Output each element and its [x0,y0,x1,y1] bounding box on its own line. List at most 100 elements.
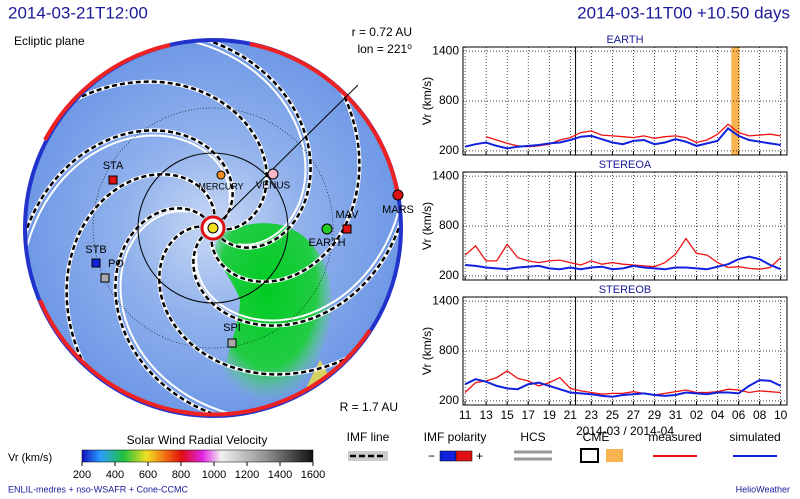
panel-frame [462,46,788,156]
x-tick-label: 21 [564,408,578,422]
series-line [464,370,781,396]
legend-label: measured [648,430,701,444]
x-tick-label: 31 [669,408,683,422]
body-label: VENUS [256,181,291,192]
earth-orbit [137,152,289,304]
series-line [464,127,781,150]
colorbar-tick-label: 800 [172,469,190,481]
imf-line [25,129,234,263]
legend-label: + [476,449,483,463]
left-title: 2014-03-21T12:00 [8,3,148,22]
x-tick-label: 02 [690,408,704,422]
body-label: SPI [223,322,241,334]
colorbar-tick-label: 600 [139,469,157,481]
legend-label: − [428,449,435,463]
legend-label: HCS [520,430,545,444]
hcs-line [119,210,264,416]
po [100,273,110,283]
colorbar-title: Solar Wind Radial Velocity [127,433,268,447]
x-tick-label: 06 [732,408,746,422]
colorbar-tick-label: 1400 [268,469,292,481]
y-tick-label: 200 [439,143,459,157]
body-label: MAV [335,209,359,221]
x-tick-label: 19 [543,408,557,422]
sta [108,175,118,185]
body-label: STB [85,244,106,256]
body-label: PO [108,258,124,270]
y-axis-label: Vr (km/s) [420,77,434,125]
panel-title: STEREOA [599,159,652,171]
x-tick-label: 08 [753,408,767,422]
footer-left: ENLIL-medres + nso-WSAFR + Cone-CCMC [8,484,189,494]
earth [321,223,333,235]
legend-label: simulated [729,430,780,444]
polar-plot: MERCURY VENUS EARTH MARS STA STB PO SPI … [23,38,414,418]
legend-swatch [439,450,457,462]
plane-label: Ecliptic plane [14,34,85,48]
hcs-line [25,134,231,279]
x-tick-label: 10 [774,408,788,422]
earth-direction [212,84,359,229]
colorbar-tick-label: 1200 [235,469,259,481]
y-tick-label: 1400 [432,168,459,182]
legend-label: IMF polarity [424,430,487,444]
x-tick-label: 27 [627,408,641,422]
cme-band [731,47,740,155]
colorbar-tick-label: 1000 [202,469,226,481]
series-line [464,237,782,270]
mercury [216,170,226,180]
x-tick-label: 11 [459,408,472,422]
y-tick-label: 800 [439,93,459,107]
mars [392,189,404,201]
y-tick-label: 800 [439,218,459,232]
imf-line [50,80,269,231]
legend: IMF line IMF polarity − + HCS CME [347,430,623,463]
venus [267,168,279,180]
lon-info: lon = 221⁰ [357,42,412,56]
polarity-arc [38,299,372,417]
legend-swatch [580,448,599,463]
colorbar-tick-label: 200 [73,469,91,481]
spi [227,338,237,348]
colorbar-label: Vr (km/s) [8,452,52,464]
y-tick-label: 1400 [432,293,459,307]
legend-swatch [455,450,473,462]
y-tick-label: 1400 [432,43,459,57]
radius-info: r = 0.72 AU [352,25,412,39]
x-axis-label: 2014-03 / 2014-04 [576,424,674,438]
mav [342,224,352,234]
colorbar-tick-label: 400 [106,469,124,481]
series-line [464,378,782,398]
stb [91,258,101,268]
panel-title: STEREOB [599,284,652,296]
legend-label: CME [583,430,610,444]
body-label: STA [103,160,124,172]
series-line [465,255,782,271]
panel-title: EARTH [606,34,643,46]
x-tick-label: 13 [479,408,493,422]
y-tick-label: 800 [439,343,459,357]
panel-frame [462,296,788,406]
imf-line [157,225,376,376]
body-label: MERCURY [198,181,243,191]
grid-circle [92,107,334,349]
y-axis-label: Vr (km/s) [420,202,434,250]
colorbar-tick-label: 1600 [301,469,325,481]
imf-line [192,193,401,327]
imf-line [114,207,248,416]
body-label: MARS [382,204,414,216]
imf-line [65,172,216,391]
x-tick-label: 15 [501,408,515,422]
y-tick-label: 200 [439,393,459,407]
x-tick-label: 04 [711,408,725,422]
hcs-line [162,40,307,246]
legend-swatch [606,449,623,462]
panel-frame [462,171,788,281]
y-tick-label: 200 [439,268,459,282]
outer-radius: R = 1.7 AU [340,400,398,414]
x-tick-label: 17 [522,408,536,422]
x-tick-label: 25 [606,408,620,422]
hcs-line [195,177,401,322]
x-tick-label: 29 [648,408,662,422]
